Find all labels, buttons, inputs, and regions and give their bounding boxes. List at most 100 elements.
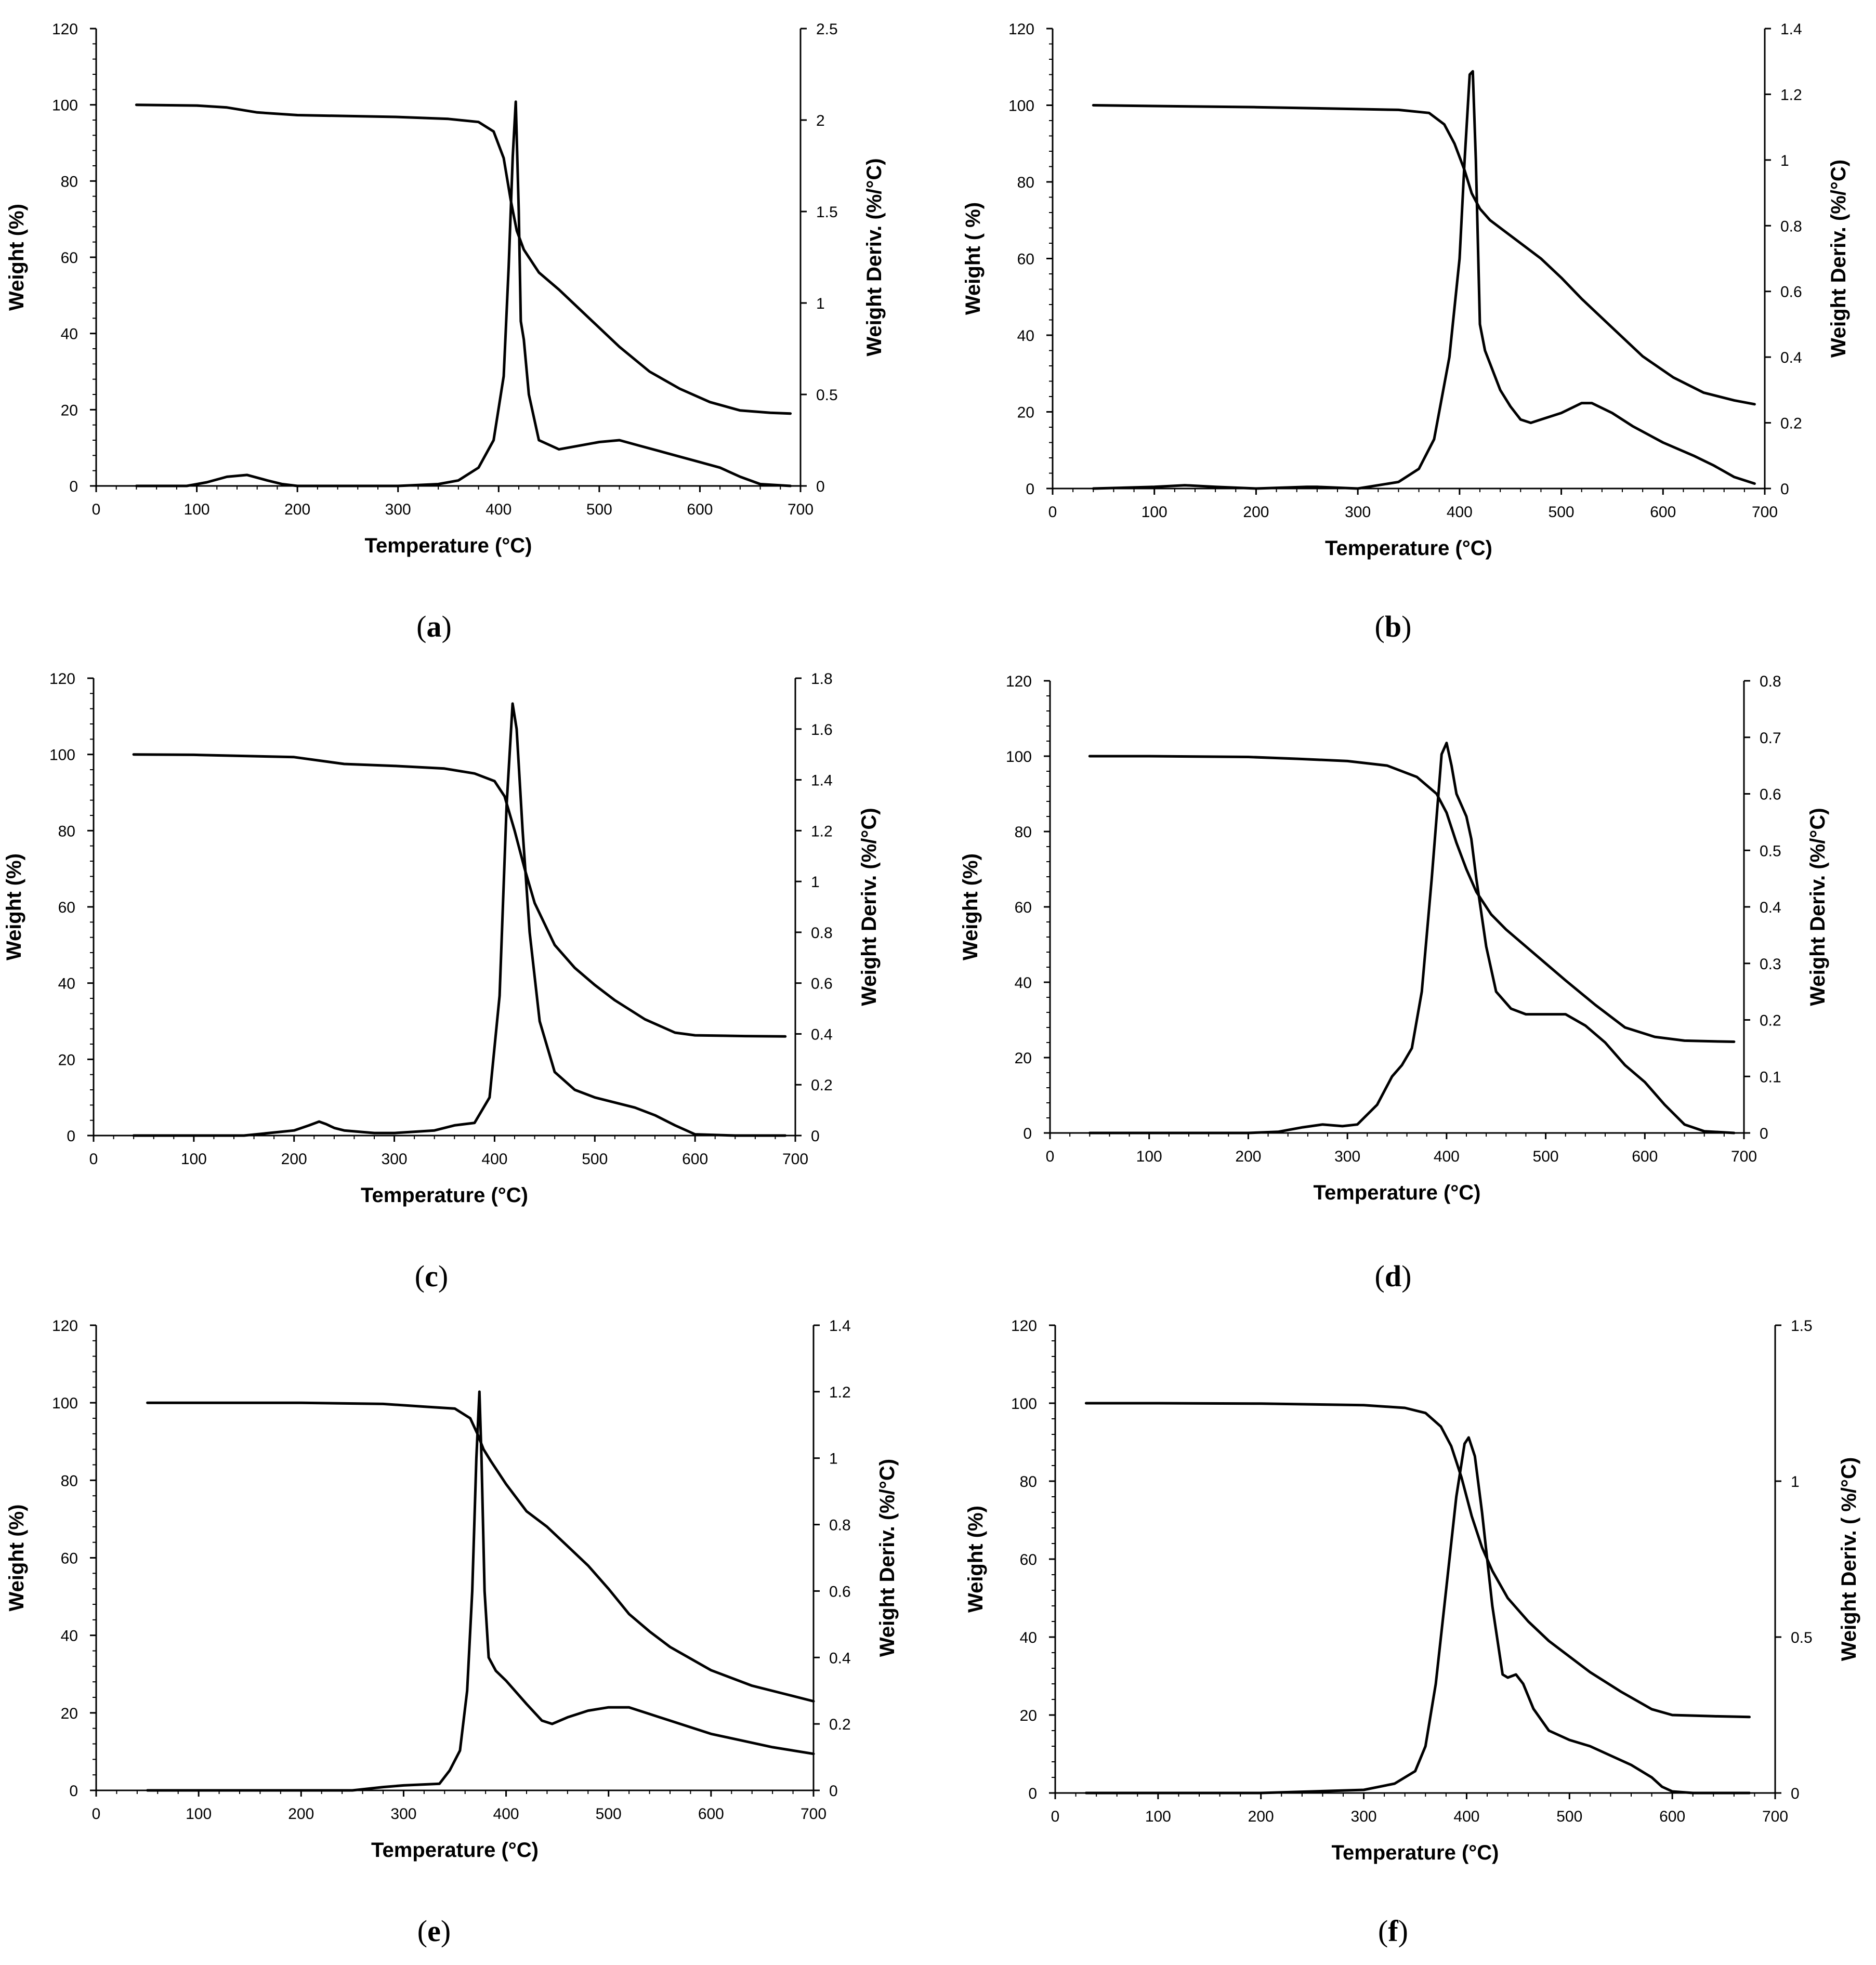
chart-panel-c: 0 100 200 300 400 500 600 70002040608010012000.… xyxy=(3,670,881,1293)
y2-axis-label: Weight Deriv. (%/°C) xyxy=(1827,160,1850,358)
y2-tick-label: 0.3 xyxy=(1760,956,1781,973)
x-tick-label: 0 xyxy=(1051,1808,1060,1825)
panel-label-d: (d) xyxy=(1375,1259,1412,1293)
x-tick-label: 700 xyxy=(782,1151,808,1168)
x-tick-label: 100 xyxy=(1145,1808,1171,1825)
y-tick-label: 80 xyxy=(1015,824,1032,841)
x-tick-label: 400 xyxy=(486,501,511,518)
y2-tick-label: 1.4 xyxy=(1780,21,1802,38)
y2-tick-label: 0.6 xyxy=(829,1583,851,1600)
y-tick-label: 60 xyxy=(58,899,75,916)
x-tick-label: 100 xyxy=(186,1805,212,1823)
y-tick-label: 60 xyxy=(61,249,78,267)
x-tick-label: 0 xyxy=(92,501,101,518)
x-tick-label: 200 xyxy=(1243,504,1269,521)
x-tick-label: 500 xyxy=(1533,1148,1559,1165)
y2-tick-label: 1 xyxy=(829,1450,838,1468)
y2-tick-label: 0 xyxy=(1780,481,1789,498)
y-tick-label: 80 xyxy=(58,823,75,840)
y2-axis-label: Weight Deriv. (%/°C) xyxy=(858,808,881,1006)
y-tick-label: 0 xyxy=(67,1128,75,1145)
series-line-weight xyxy=(146,1401,815,1703)
y-tick-label: 100 xyxy=(49,747,75,764)
y2-tick-label: 0.8 xyxy=(1780,218,1802,235)
y-tick-label: 0 xyxy=(69,478,78,495)
x-tick-label: 300 xyxy=(382,1151,408,1168)
y-tick-label: 100 xyxy=(1008,98,1034,115)
y2-tick-label: 0.4 xyxy=(811,1026,833,1043)
x-tick-label: 0 xyxy=(1048,504,1057,521)
y2-tick-label: 2.5 xyxy=(816,21,838,38)
y2-tick-label: 0.4 xyxy=(1760,899,1781,916)
x-tick-label: 200 xyxy=(1235,1148,1261,1165)
x-tick-label: 600 xyxy=(682,1151,708,1168)
x-tick-label: 700 xyxy=(788,501,814,518)
y-tick-label: 40 xyxy=(61,326,78,343)
y-axis-label: Weight (%) xyxy=(959,853,982,960)
y-tick-label: 120 xyxy=(52,21,78,38)
y2-tick-label: 0 xyxy=(1791,1785,1800,1802)
y-tick-label: 20 xyxy=(1020,1707,1037,1724)
x-tick-label: 500 xyxy=(1549,504,1575,521)
y2-tick-label: 1 xyxy=(1780,152,1789,169)
x-tick-label: 100 xyxy=(1136,1148,1162,1165)
y-tick-label: 100 xyxy=(52,97,78,114)
y2-tick-label: 0.2 xyxy=(829,1716,851,1733)
x-axis-label: Temperature (°C) xyxy=(371,1839,539,1862)
y-tick-label: 40 xyxy=(58,975,75,993)
y2-tick-label: 1.5 xyxy=(816,204,838,221)
x-axis-label: Temperature (°C) xyxy=(365,534,532,557)
chart-panel-a: 0 100 200 300 400 500 600 70002040608010012000.… xyxy=(5,21,886,643)
y-tick-label: 80 xyxy=(61,1472,78,1489)
y2-tick-label: 1.2 xyxy=(829,1384,851,1401)
x-tick-label: 300 xyxy=(1334,1148,1360,1165)
x-tick-label: 0 xyxy=(92,1805,101,1823)
x-tick-label: 300 xyxy=(1345,504,1371,521)
y2-tick-label: 0.8 xyxy=(811,925,833,942)
x-axis-label: Temperature (°C) xyxy=(1325,537,1492,560)
x-tick-label: 300 xyxy=(1351,1808,1377,1825)
y2-tick-label: 1 xyxy=(811,874,820,891)
y-tick-label: 60 xyxy=(61,1550,78,1567)
y-tick-label: 80 xyxy=(1017,174,1034,191)
x-axis-label: Temperature (°C) xyxy=(1314,1181,1481,1204)
y2-tick-label: 0.8 xyxy=(1760,673,1781,690)
x-tick-label: 600 xyxy=(1650,504,1676,521)
x-tick-label: 0 xyxy=(89,1151,98,1168)
x-axis-label: Temperature (°C) xyxy=(1332,1841,1499,1864)
y-tick-label: 20 xyxy=(1015,1050,1032,1067)
x-tick-label: 400 xyxy=(1434,1148,1460,1165)
y2-tick-label: 0 xyxy=(816,478,825,495)
y-tick-label: 20 xyxy=(1017,404,1034,421)
x-tick-label: 600 xyxy=(698,1805,724,1823)
series-line-weight xyxy=(1092,104,1756,406)
y2-tick-label: 0.2 xyxy=(811,1077,833,1094)
x-axis-label: Temperature (°C) xyxy=(361,1184,528,1207)
y-tick-label: 0 xyxy=(1028,1785,1037,1802)
y-tick-label: 0 xyxy=(1026,481,1034,498)
y2-tick-label: 0.6 xyxy=(1780,284,1802,301)
y2-tick-label: 0.6 xyxy=(1760,786,1781,803)
y-axis-label: Weight ( %) xyxy=(962,202,985,315)
y2-tick-label: 0 xyxy=(1760,1125,1768,1142)
x-tick-label: 300 xyxy=(390,1805,416,1823)
y2-tick-label: 0 xyxy=(811,1128,820,1145)
x-tick-label: 200 xyxy=(288,1805,314,1823)
y2-tick-label: 0.2 xyxy=(1780,415,1802,432)
series-line-weight xyxy=(135,103,792,415)
x-tick-label: 700 xyxy=(1762,1808,1788,1825)
y-tick-label: 120 xyxy=(49,670,75,688)
y-axis-label: Weight (%) xyxy=(5,204,28,311)
panel-label-e: (e) xyxy=(417,1914,451,1948)
y2-axis-label: Weight Deriv. ( %/°C) xyxy=(1838,1457,1860,1661)
series-line-weight xyxy=(1088,755,1736,1043)
y2-tick-label: 0.7 xyxy=(1760,730,1781,747)
y-axis-label: Weight (%) xyxy=(964,1506,987,1613)
y2-tick-label: 0.6 xyxy=(811,975,833,993)
y2-tick-label: 1.8 xyxy=(811,670,833,688)
y-axis-label: Weight (%) xyxy=(3,853,25,960)
series-line-weight-deriv xyxy=(1092,70,1756,490)
panel-label-b: (b) xyxy=(1375,610,1412,643)
y-tick-label: 100 xyxy=(52,1395,78,1412)
